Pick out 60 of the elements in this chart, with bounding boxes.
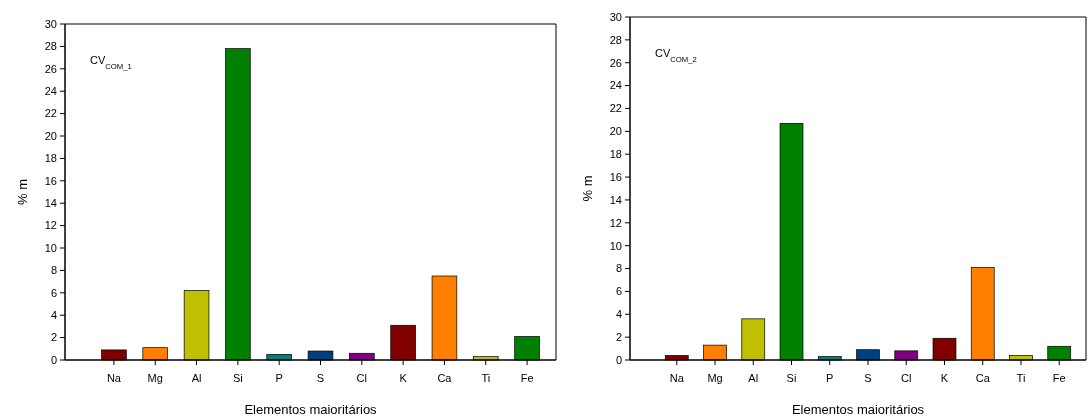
x-tick-label: K — [940, 372, 949, 384]
y-tick-label: 2 — [615, 330, 622, 343]
y-tick-label: 24 — [44, 85, 57, 98]
x-tick-label: P — [275, 372, 283, 384]
x-tick-label: S — [864, 372, 872, 384]
x-tick-label: Al — [191, 372, 202, 384]
y-tick-label: 28 — [44, 40, 57, 53]
x-tick-label: Mg — [147, 372, 163, 384]
y-tick-label: 4 — [50, 309, 57, 322]
y-tick-label: 22 — [44, 107, 57, 120]
annotation: CV$_{COM_1}$ — [90, 54, 132, 71]
y-tick-label: 20 — [44, 129, 57, 142]
y-tick-label: 10 — [44, 241, 57, 254]
y-tick-label: 4 — [615, 308, 622, 321]
x-tick-label: Cl — [901, 372, 912, 384]
y-tick-label: 28 — [609, 33, 622, 46]
y-tick-label: 18 — [609, 148, 622, 161]
y-tick-label: 2 — [50, 331, 57, 344]
y-tick-label: 14 — [44, 197, 57, 210]
y-tick-label: 12 — [609, 216, 622, 229]
y-tick-label: 22 — [609, 102, 622, 115]
y-tick-label: 26 — [44, 62, 57, 75]
x-tick-label: Na — [106, 372, 122, 384]
x-axis-title: Elementos maioritários — [244, 402, 378, 417]
x-tick-label: Ti — [481, 372, 491, 384]
y-tick-label: 18 — [44, 152, 57, 165]
y-tick-label: 16 — [609, 170, 622, 183]
y-tick-label: 8 — [50, 264, 57, 277]
x-tick-label: Na — [669, 372, 685, 384]
y-tick-label: 0 — [615, 353, 622, 366]
x-tick-label: P — [826, 372, 834, 384]
x-tick-label: Ca — [975, 372, 991, 384]
y-tick-label: 12 — [44, 219, 57, 232]
x-tick-label: Al — [748, 372, 759, 384]
y-tick-label: 10 — [609, 239, 622, 252]
x-tick-label: Fe — [1052, 372, 1066, 384]
x-tick-label: Fe — [520, 372, 534, 384]
y-tick-label: 26 — [609, 56, 622, 69]
x-tick-label: Ca — [437, 372, 453, 384]
y-tick-label: 6 — [50, 286, 57, 299]
x-tick-label: S — [316, 372, 325, 384]
x-tick-label: Cl — [356, 372, 368, 384]
annotation: CV$_{COM_2}$ — [655, 47, 697, 64]
y-tick-label: 30 — [609, 10, 622, 23]
y-tick-label: 20 — [609, 125, 622, 138]
x-tick-label: Mg — [707, 372, 723, 384]
y-tick-label: 0 — [50, 353, 57, 366]
y-tick-label: 30 — [44, 17, 57, 30]
y-tick-label: 8 — [615, 262, 622, 275]
x-tick-label: Si — [232, 372, 243, 384]
x-axis-title: Elementos maioritários — [791, 402, 925, 417]
x-tick-label: K — [399, 372, 408, 384]
x-tick-label: Ti — [1016, 372, 1026, 384]
y-tick-label: 14 — [609, 193, 622, 206]
y-axis-title: % m — [15, 179, 30, 205]
y-tick-label: 16 — [44, 174, 57, 187]
y-tick-label: 24 — [609, 79, 622, 92]
x-tick-label: Si — [786, 372, 797, 384]
y-tick-label: 6 — [615, 285, 622, 298]
y-axis-title: % m — [580, 175, 595, 202]
